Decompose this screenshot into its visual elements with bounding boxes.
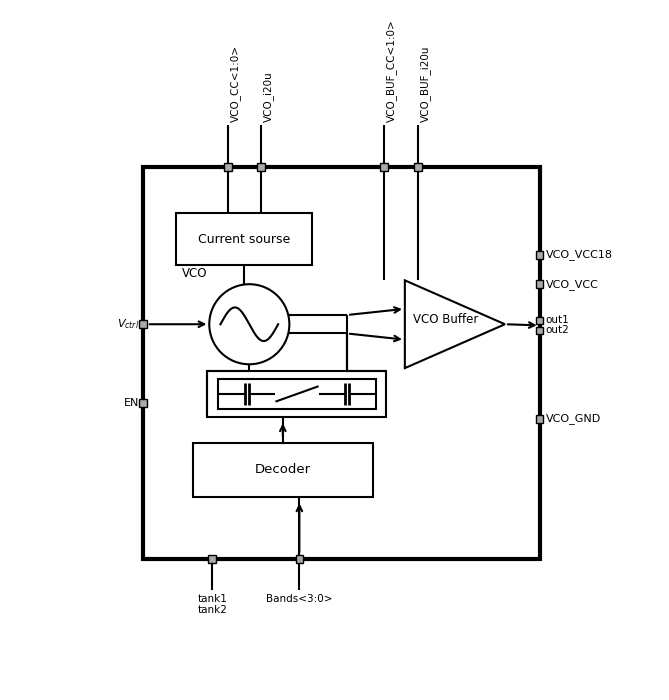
Text: VCO_i20u: VCO_i20u bbox=[263, 72, 274, 122]
Bar bbox=[296, 555, 303, 563]
Bar bbox=[176, 214, 312, 265]
Text: VCO: VCO bbox=[182, 267, 208, 281]
Text: Current sourse: Current sourse bbox=[198, 232, 290, 246]
Text: VCO_BUF_i20u: VCO_BUF_i20u bbox=[420, 46, 431, 122]
Text: VCO Buffer: VCO Buffer bbox=[413, 313, 478, 326]
Polygon shape bbox=[405, 281, 505, 368]
Text: VCO_VCC18: VCO_VCC18 bbox=[546, 249, 613, 260]
Text: Bands<3:0>: Bands<3:0> bbox=[266, 594, 332, 603]
Text: VCO_VCC: VCO_VCC bbox=[546, 279, 599, 290]
Bar bbox=[139, 321, 147, 328]
Bar bbox=[380, 163, 388, 171]
Bar bbox=[193, 443, 373, 497]
Bar bbox=[257, 163, 265, 171]
Bar bbox=[536, 326, 543, 335]
Text: VCO_GND: VCO_GND bbox=[546, 414, 601, 424]
Bar bbox=[139, 399, 147, 407]
Circle shape bbox=[209, 284, 290, 364]
Bar bbox=[207, 371, 385, 416]
Bar bbox=[536, 415, 543, 423]
Text: EN: EN bbox=[124, 398, 139, 408]
Bar bbox=[536, 316, 543, 324]
Bar bbox=[224, 163, 231, 171]
Text: tank1
tank2: tank1 tank2 bbox=[197, 594, 227, 615]
Text: out2: out2 bbox=[546, 326, 569, 335]
Text: $V_{ctrl}$: $V_{ctrl}$ bbox=[117, 317, 139, 331]
Bar bbox=[536, 251, 543, 259]
Bar bbox=[217, 379, 377, 409]
Bar bbox=[536, 281, 543, 288]
Text: Decoder: Decoder bbox=[255, 463, 311, 476]
Bar bbox=[143, 167, 540, 559]
Text: VCO_BUF_CC<1:0>: VCO_BUF_CC<1:0> bbox=[387, 20, 397, 122]
Text: VCO_CC<1:0>: VCO_CC<1:0> bbox=[230, 46, 241, 122]
Bar bbox=[414, 163, 421, 171]
Bar bbox=[209, 555, 216, 563]
Text: out1: out1 bbox=[546, 316, 569, 326]
